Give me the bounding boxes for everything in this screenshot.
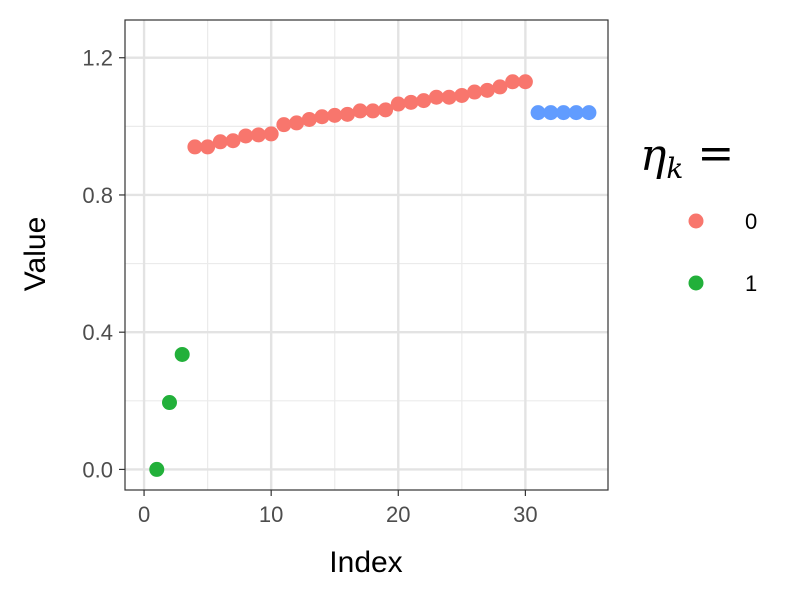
data-point (225, 133, 241, 149)
data-point (581, 105, 597, 121)
data-point (530, 105, 546, 121)
legend-key-0 (688, 213, 704, 229)
data-point (161, 395, 177, 411)
data-point (479, 82, 495, 98)
x-tick-label: 20 (386, 502, 410, 527)
y-tick-label: 0.0 (82, 457, 113, 482)
x-tick-label: 0 (138, 502, 150, 527)
data-point (517, 74, 533, 90)
data-point (200, 139, 216, 155)
data-point (149, 461, 165, 477)
data-point (301, 111, 317, 127)
data-point (467, 84, 483, 100)
grid-major (125, 20, 608, 490)
legend-key-1 (688, 275, 704, 291)
plot-panel-border (124, 19, 609, 491)
legend-title: ηk = (640, 128, 734, 185)
legend-entries: 01 (688, 209, 757, 296)
y-tick-label: 1.2 (82, 46, 113, 71)
data-point (289, 115, 305, 131)
legend-label-0: 0 (745, 209, 757, 234)
data-point (174, 346, 190, 362)
data-point (568, 105, 584, 121)
data-point (314, 109, 330, 125)
legend-title-subscript: k (666, 152, 683, 185)
data-point (492, 79, 508, 95)
data-point (543, 105, 559, 121)
x-axis-ticks: 0 10 20 30 (138, 490, 538, 527)
data-point (454, 87, 470, 103)
data-point (250, 127, 266, 143)
data-points (149, 74, 597, 477)
grid-minor (125, 20, 608, 490)
x-tick-label: 30 (513, 502, 537, 527)
data-point (390, 96, 406, 112)
data-point (403, 94, 419, 110)
x-axis-title: Index (329, 546, 402, 579)
data-point (365, 103, 381, 119)
data-point (352, 103, 368, 119)
data-point (327, 107, 343, 123)
y-tick-label: 0.8 (82, 183, 113, 208)
x-tick-label: 10 (259, 502, 283, 527)
data-point (556, 105, 572, 121)
data-point (339, 106, 355, 122)
data-point (212, 134, 228, 150)
data-point (428, 89, 444, 105)
data-point (276, 117, 292, 133)
data-point (187, 139, 203, 155)
data-point (263, 126, 279, 142)
y-axis-ticks: 0.0 0.4 0.8 1.2 (82, 46, 125, 482)
legend-title-symbol: η (640, 130, 666, 181)
y-tick-label: 0.4 (82, 320, 113, 345)
data-point (378, 102, 394, 118)
data-point (441, 89, 457, 105)
data-point (505, 74, 521, 90)
legend: ηk = 01 (640, 128, 757, 296)
legend-title-equals: = (697, 128, 734, 179)
y-axis-title: Value (19, 217, 52, 292)
data-point (416, 93, 432, 109)
data-point (238, 128, 254, 144)
legend-label-1: 1 (745, 271, 757, 296)
